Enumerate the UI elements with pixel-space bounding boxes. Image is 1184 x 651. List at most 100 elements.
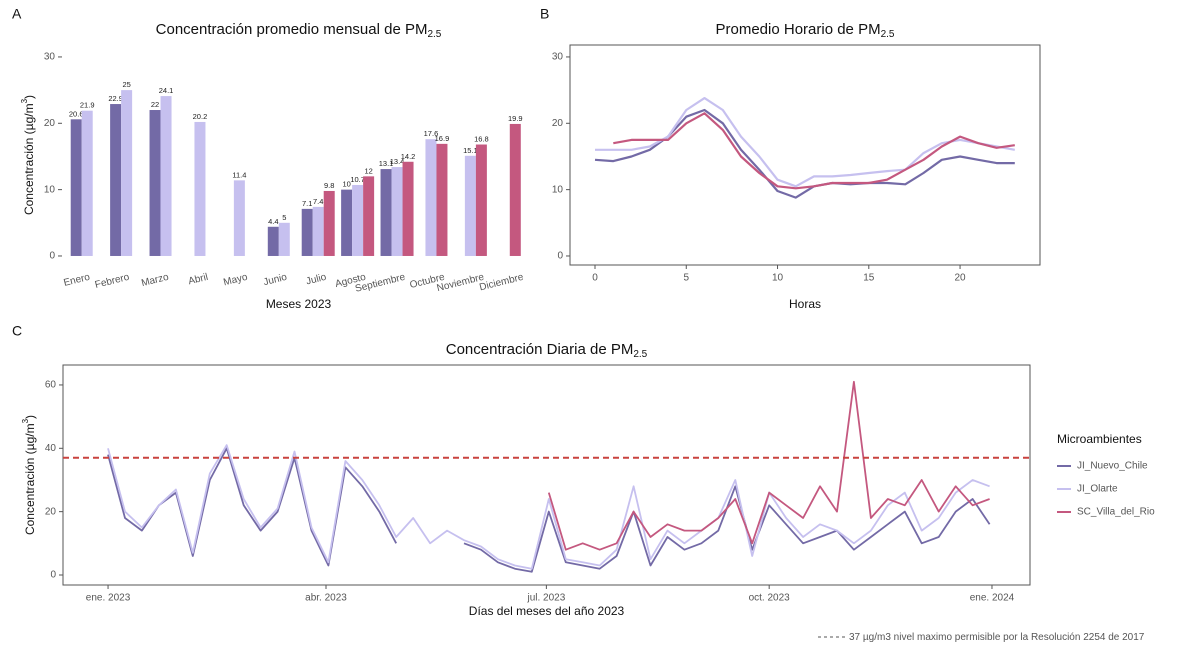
x-tick-label: ene. 2024 <box>970 593 1015 604</box>
footnote: 37 µg/m3 nivel maximo permisible por la … <box>849 632 1145 643</box>
x-tick-label: abr. 2023 <box>305 593 347 604</box>
x-tick-label: 0 <box>592 273 598 284</box>
series-line <box>595 97 1015 188</box>
x-axis-label: Días del meses del año 2023 <box>469 604 625 618</box>
value-label: 9.8 <box>324 181 334 190</box>
y-tick-label: 10 <box>44 184 56 195</box>
bar <box>363 176 375 256</box>
legend-label: JI_Olarte <box>1077 484 1118 495</box>
title-subscript: 2.5 <box>633 349 647 360</box>
bar <box>194 121 206 256</box>
y-label-end: ) <box>23 415 37 419</box>
x-axis-label: Meses 2023 <box>266 297 332 311</box>
x-tick-label: oct. 2023 <box>749 593 791 604</box>
x-tick-label: Diciembre <box>478 272 525 294</box>
value-label: 13.4 <box>390 157 405 166</box>
bar <box>312 206 324 256</box>
value-label: 13.1 <box>379 159 394 168</box>
bar <box>301 208 313 256</box>
bar <box>149 110 161 256</box>
value-label: 20.2 <box>193 112 208 121</box>
series-line <box>613 112 1015 190</box>
y-label-end: ) <box>22 95 36 99</box>
x-tick-label: 15 <box>863 273 875 284</box>
x-tick-label: 10 <box>772 273 784 284</box>
y-label-text: Concentración (µg/m <box>23 423 37 535</box>
y-tick-label: 40 <box>45 443 57 454</box>
legend-label: JI_Nuevo_Chile <box>1077 461 1148 472</box>
value-label: 11.4 <box>232 170 246 179</box>
series-line <box>107 444 990 570</box>
series-line <box>107 447 991 573</box>
bar <box>352 184 364 256</box>
x-tick-label: 5 <box>683 273 689 284</box>
value-label: 10.7 <box>350 175 365 184</box>
x-tick-label: Junio <box>262 272 288 289</box>
y-tick-label: 20 <box>45 506 57 517</box>
panel-letter: B <box>540 6 549 22</box>
value-label: 22.9 <box>108 94 123 103</box>
series-line <box>547 380 990 551</box>
bar <box>341 189 353 256</box>
bar <box>267 226 279 256</box>
value-label: 16.9 <box>435 134 450 143</box>
bar <box>121 90 133 256</box>
y-tick-label: 0 <box>557 251 563 262</box>
legend-title: Microambientes <box>1057 432 1142 446</box>
y-label-sup: 3 <box>21 418 30 423</box>
x-axis-label: Horas <box>789 297 821 311</box>
footnote-text: µg/m3 nivel maximo permisible por la Res… <box>863 632 1145 643</box>
y-label-text: Concentración (µg/m <box>22 103 36 215</box>
value-label: 7.4 <box>313 197 323 206</box>
y-tick-label: 30 <box>552 52 564 63</box>
bar <box>380 169 392 256</box>
chart-title: Concentración Diaria de PM2.5 <box>446 341 648 360</box>
x-tick-label: ene. 2023 <box>86 593 131 604</box>
value-label: 7.1 <box>302 199 312 208</box>
series-line <box>594 108 1015 199</box>
value-label: 20.6 <box>69 109 84 118</box>
value-label: 19.9 <box>508 114 523 123</box>
footnote-value: 37 <box>849 632 861 643</box>
y-tick-label: 10 <box>552 184 564 195</box>
x-tick-label: Mayo <box>222 272 249 289</box>
y-tick-label: 60 <box>45 380 57 391</box>
title-subscript: 2.5 <box>881 29 895 40</box>
bar <box>81 110 93 256</box>
y-tick-label: 0 <box>49 251 55 262</box>
y-tick-label: 20 <box>44 118 56 129</box>
bar <box>323 190 335 256</box>
value-label: 10 <box>342 180 350 189</box>
panel-letter: C <box>12 323 22 339</box>
bar <box>425 139 437 256</box>
value-label: 24.1 <box>159 86 174 95</box>
x-tick-label: Febrero <box>94 272 131 291</box>
bar <box>70 119 82 256</box>
bar <box>278 222 290 256</box>
y-axis-label: Concentración (µg/m3) <box>21 415 37 535</box>
title-text: Concentración promedio mensual de PM <box>156 21 428 38</box>
bar <box>160 96 172 256</box>
legend-label: SC_Villa_del_Rio <box>1077 507 1155 518</box>
title-text: Promedio Horario de PM <box>716 21 881 38</box>
value-label: 25 <box>122 80 130 89</box>
plot-frame <box>569 44 1041 266</box>
value-label: 4.4 <box>268 217 278 226</box>
value-label: 21.9 <box>80 101 95 110</box>
bar <box>464 155 476 256</box>
value-label: 22 <box>151 100 159 109</box>
y-tick-label: 30 <box>44 52 56 63</box>
y-tick-label: 0 <box>50 570 56 581</box>
value-label: 16.8 <box>474 135 489 144</box>
plot-frame <box>62 364 1031 586</box>
chart-title: Promedio Horario de PM2.5 <box>716 21 895 40</box>
x-tick-label: Enero <box>63 272 92 289</box>
bar <box>391 167 403 256</box>
bar <box>402 161 414 256</box>
value-label: 5 <box>282 213 286 222</box>
x-tick-label: 20 <box>954 273 966 284</box>
title-text: Concentración Diaria de PM <box>446 341 634 358</box>
x-tick-label: Abril <box>187 272 209 288</box>
y-axis-label: Concentración (µg/m3) <box>20 95 36 215</box>
